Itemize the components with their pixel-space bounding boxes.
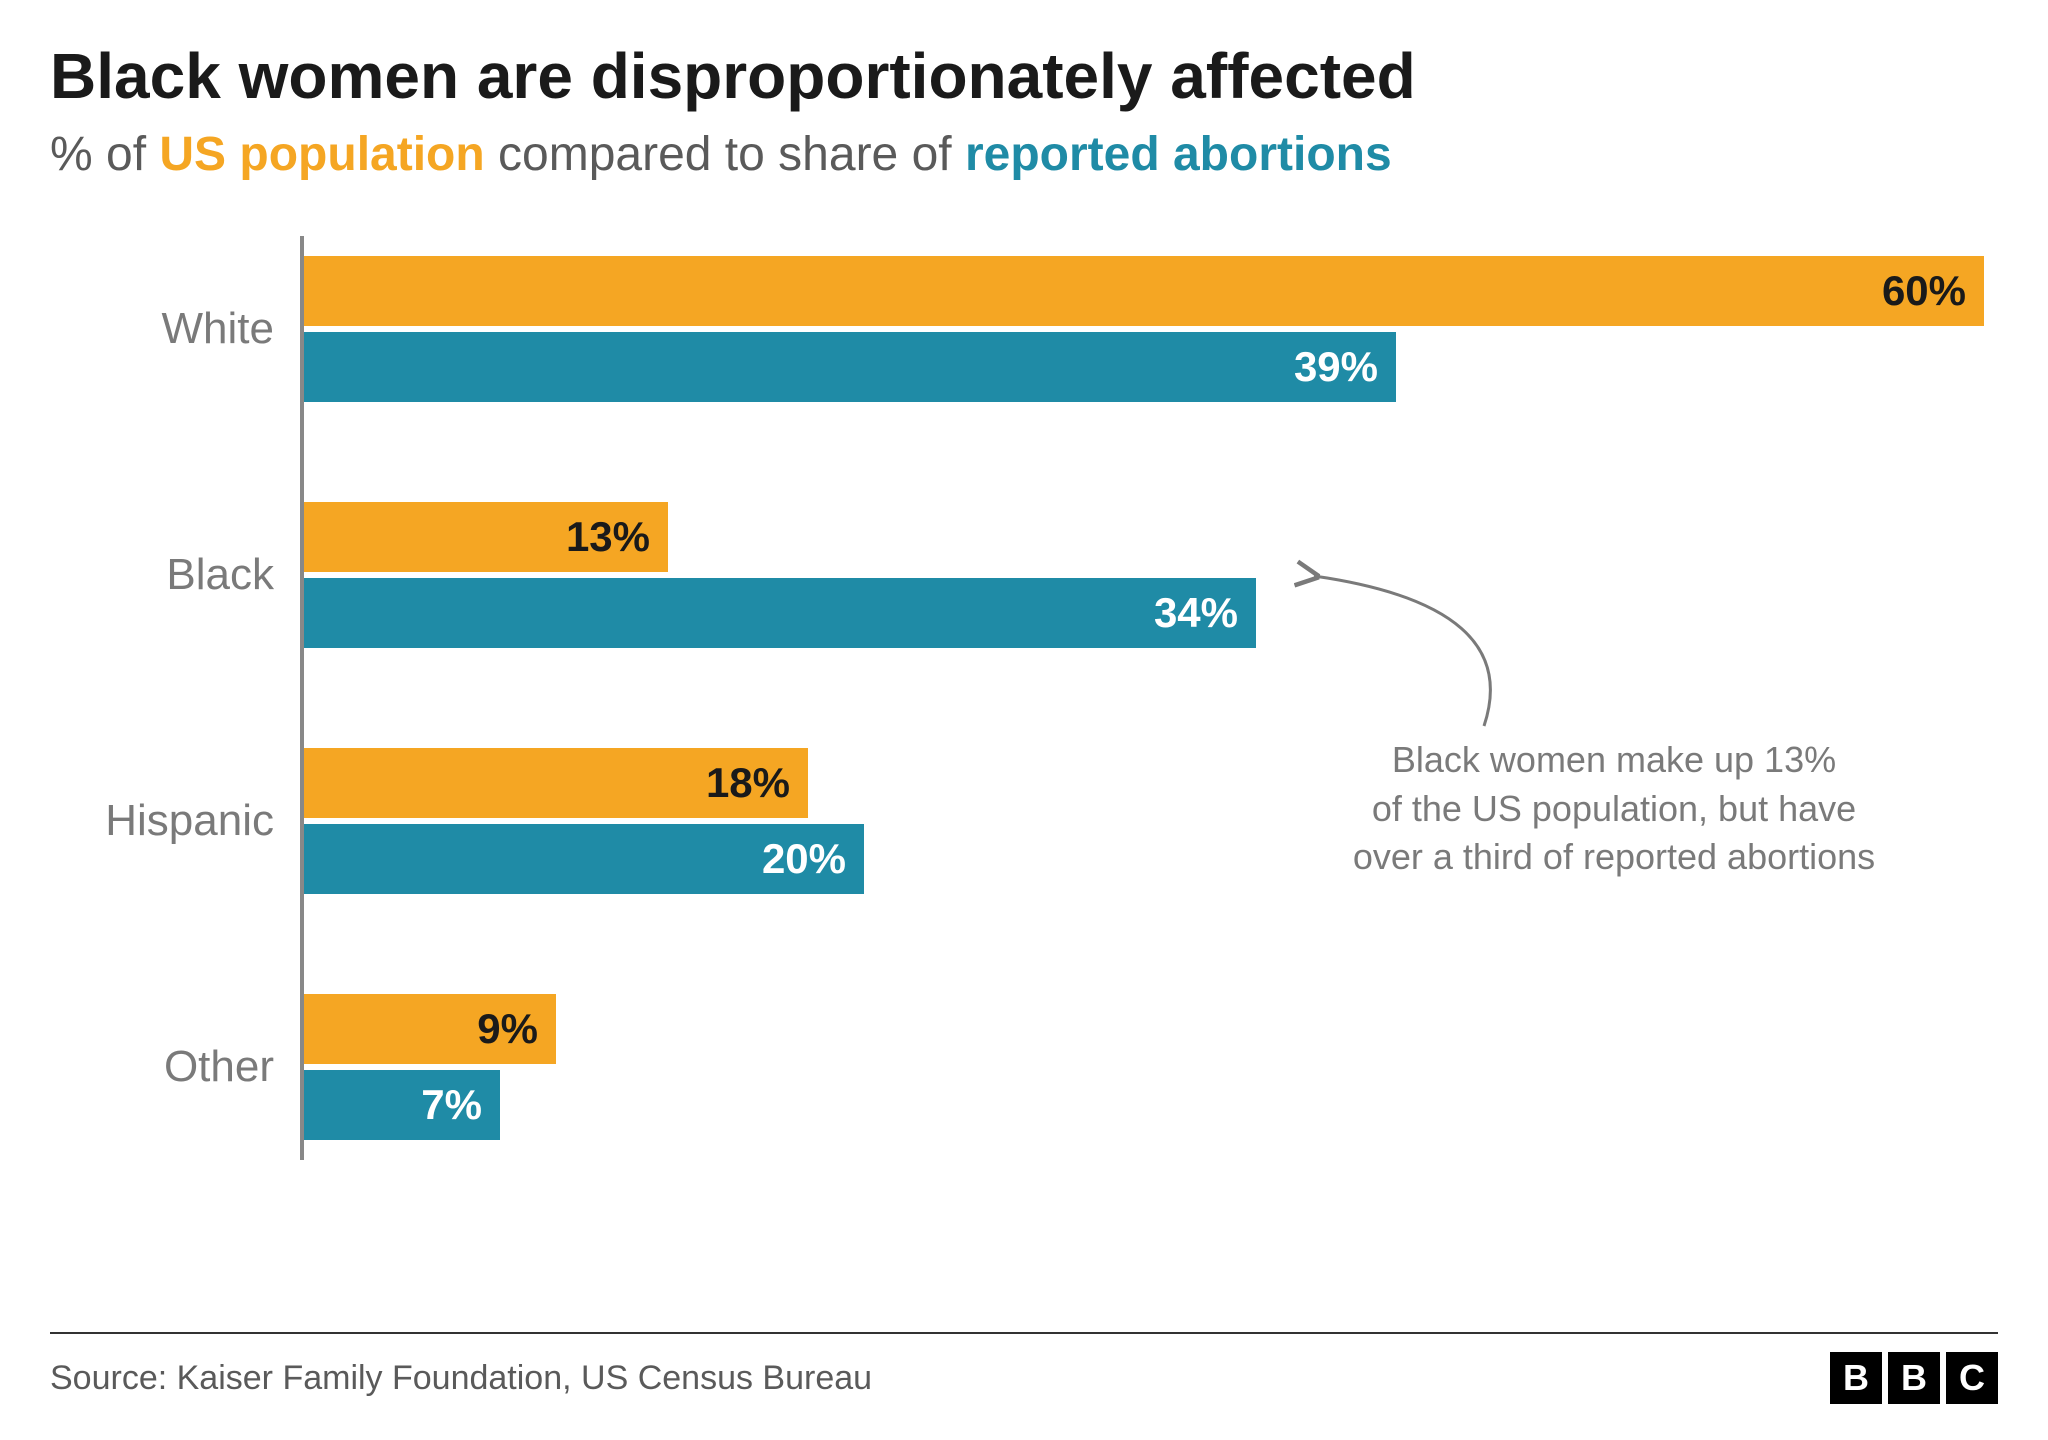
bbc-logo-letter: B (1830, 1352, 1882, 1404)
category-label: Other (164, 1042, 304, 1092)
bar-series-a: 9% (304, 994, 556, 1064)
bar-series-b: 39% (304, 332, 1396, 402)
bar-series-b: 20% (304, 824, 864, 894)
bar-series-a: 13% (304, 502, 668, 572)
annotation-line-2: of the US population, but have (1372, 788, 1856, 829)
chart-title: Black women are disproportionately affec… (50, 40, 1998, 114)
annotation-line-1: Black women make up 13% (1392, 739, 1836, 780)
subtitle-mid: compared to share of (485, 128, 965, 181)
chart-subtitle: % of US population compared to share of … (50, 124, 1998, 186)
annotation-line-3: over a third of reported abortions (1353, 836, 1875, 877)
annotation-arrow (1294, 556, 1544, 746)
subtitle-prefix: % of (50, 128, 159, 181)
bar-chart: Black women make up 13% of the US popula… (300, 236, 1980, 1160)
source-text: Source: Kaiser Family Foundation, US Cen… (50, 1359, 872, 1398)
bar-series-a: 60% (304, 256, 1984, 326)
bbc-logo-letter: B (1888, 1352, 1940, 1404)
bbc-logo: B B C (1830, 1352, 1998, 1404)
category-label: Black (166, 550, 304, 600)
category-label: White (162, 304, 304, 354)
subtitle-series-b: reported abortions (965, 128, 1392, 181)
subtitle-series-a: US population (159, 128, 484, 181)
category-label: Hispanic (105, 796, 304, 846)
bbc-logo-letter: C (1946, 1352, 1998, 1404)
chart-footer: Source: Kaiser Family Foundation, US Cen… (50, 1332, 1998, 1404)
bar-series-b: 7% (304, 1070, 500, 1140)
bar-series-b: 34% (304, 578, 1256, 648)
annotation-text: Black women make up 13% of the US popula… (1304, 736, 1924, 882)
bar-series-a: 18% (304, 748, 808, 818)
